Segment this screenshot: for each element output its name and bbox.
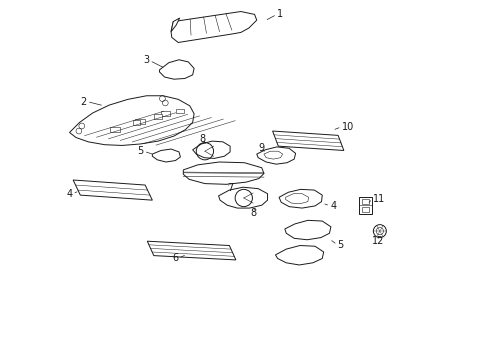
Polygon shape [159, 60, 194, 79]
Polygon shape [361, 207, 368, 212]
Polygon shape [183, 162, 264, 184]
Polygon shape [160, 111, 170, 116]
Polygon shape [110, 127, 120, 132]
Text: 9: 9 [258, 143, 264, 153]
Polygon shape [154, 114, 162, 119]
Polygon shape [285, 194, 308, 204]
Polygon shape [135, 119, 144, 124]
Text: 8: 8 [250, 208, 256, 218]
Polygon shape [218, 187, 267, 208]
Text: 4: 4 [329, 201, 336, 211]
Polygon shape [132, 120, 140, 125]
Polygon shape [358, 197, 371, 214]
Polygon shape [192, 141, 230, 158]
Text: 10: 10 [341, 122, 353, 132]
Text: 11: 11 [372, 194, 384, 204]
Polygon shape [69, 96, 194, 145]
Text: 8: 8 [199, 134, 205, 144]
Text: 2: 2 [81, 96, 87, 107]
Text: 4: 4 [66, 189, 72, 199]
Polygon shape [361, 199, 368, 204]
Text: 3: 3 [143, 55, 149, 66]
Polygon shape [264, 151, 282, 159]
Text: 7: 7 [226, 183, 233, 193]
Text: 12: 12 [371, 236, 383, 246]
Polygon shape [175, 109, 183, 113]
Polygon shape [73, 180, 152, 200]
Text: 5: 5 [337, 240, 343, 250]
Text: 1: 1 [276, 9, 283, 19]
Text: 6: 6 [172, 253, 178, 264]
Text: 5: 5 [137, 146, 143, 156]
Polygon shape [171, 12, 256, 42]
Polygon shape [272, 131, 343, 150]
Polygon shape [147, 241, 235, 260]
Polygon shape [284, 220, 330, 240]
Polygon shape [152, 149, 180, 162]
Polygon shape [279, 189, 322, 208]
Polygon shape [171, 18, 179, 32]
Polygon shape [275, 246, 323, 265]
Polygon shape [256, 147, 295, 164]
